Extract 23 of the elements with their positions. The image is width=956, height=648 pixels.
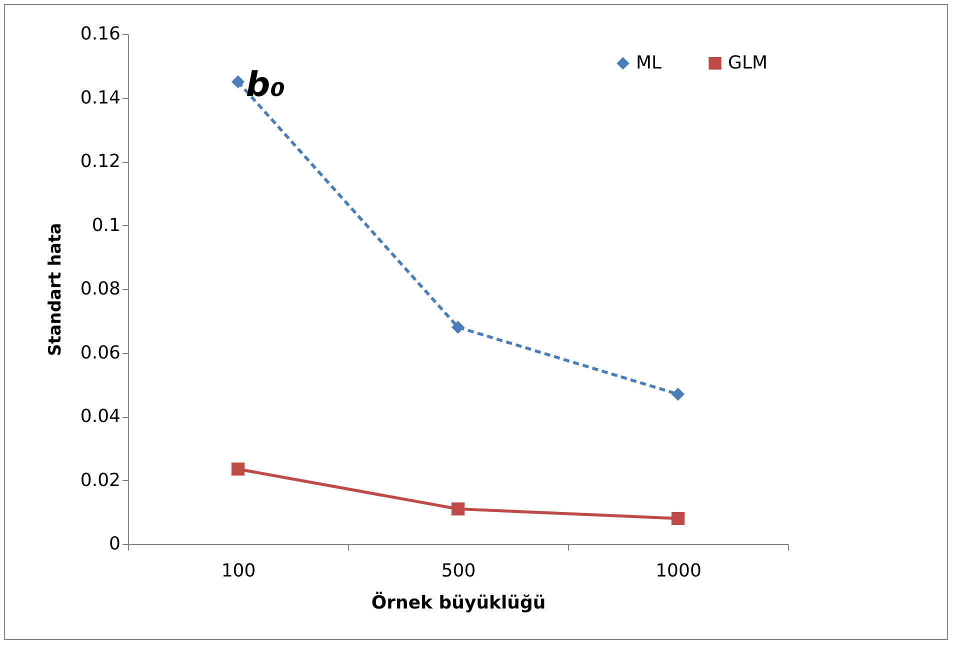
point: [671, 388, 685, 401]
x-tick-label: 1000: [656, 560, 702, 582]
point: [451, 320, 465, 334]
y-tick-label: 0.16: [80, 24, 120, 44]
y-tick-label: 0.14: [80, 87, 120, 108]
point: [231, 75, 245, 88]
y-tick-label: 0.06: [80, 342, 120, 364]
point: [671, 512, 685, 526]
legend-label: ML: [636, 52, 662, 74]
y-tick-label: 0: [109, 534, 120, 554]
point: [231, 462, 245, 476]
x-tick-label: 500: [441, 560, 476, 582]
point: [451, 502, 465, 516]
y-axis-title: Standart hata: [45, 222, 66, 356]
x-tick-label: 100: [221, 560, 256, 582]
y-tick-label: 0.02: [80, 470, 120, 491]
x-axis-title: Örnek büyüklüğü: [371, 592, 546, 614]
y-tick-label: 0.12: [80, 151, 120, 172]
legend-label: GLM: [728, 52, 768, 74]
y-tick-label: 0.04: [80, 406, 120, 427]
y-tick-label: 0.08: [80, 278, 120, 300]
y-tick-label: 0.1: [92, 214, 120, 236]
text: b₀: [246, 65, 286, 105]
